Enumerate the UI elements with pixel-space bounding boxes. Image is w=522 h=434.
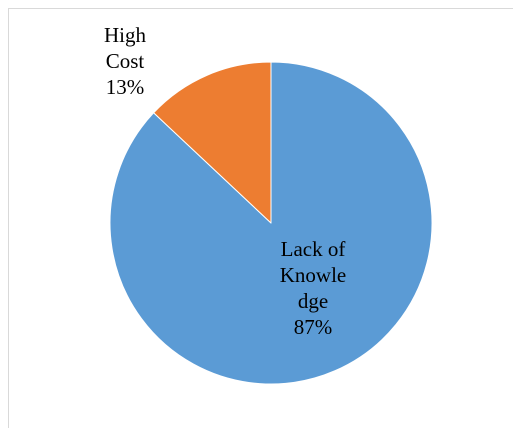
label-high-cost: High Cost 13%	[104, 23, 147, 99]
label-line: Knowle	[280, 263, 347, 287]
label-line: High	[104, 23, 147, 47]
slice-labels: Lack of Knowle dge 87% High Cost 13%	[104, 23, 346, 339]
label-line: 13%	[106, 75, 145, 99]
slice-high-cost	[153, 61, 272, 224]
label-line: Cost	[106, 49, 145, 73]
label-line: 87%	[294, 315, 333, 339]
label-line: Lack of	[281, 237, 346, 261]
pie-slices	[109, 61, 433, 385]
label-line: dge	[298, 289, 328, 313]
label-lack-of-knowledge: Lack of Knowle dge 87%	[280, 237, 347, 339]
